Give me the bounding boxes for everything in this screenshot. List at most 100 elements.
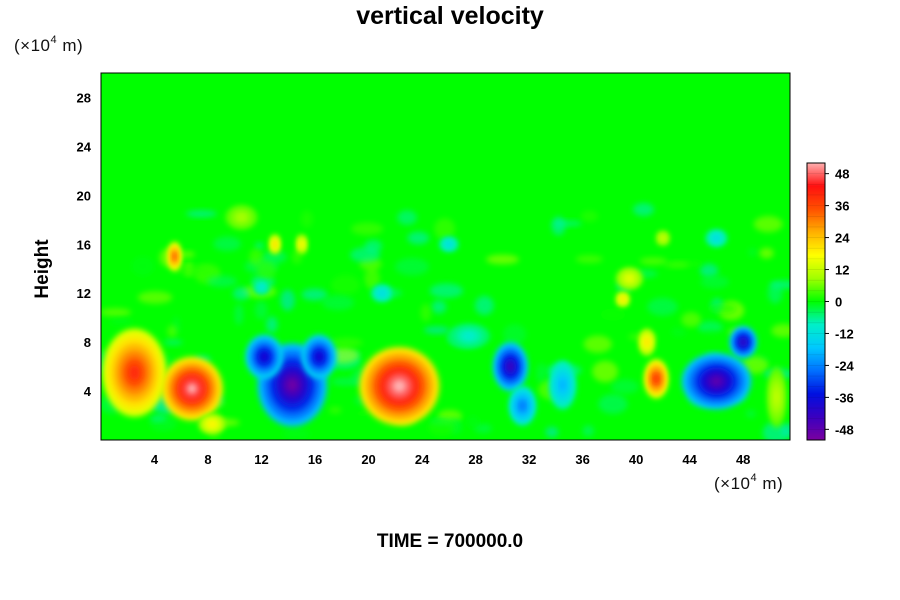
field-texture-blob	[664, 261, 689, 269]
velocity-cell	[301, 334, 337, 379]
velocity-cell	[167, 241, 182, 272]
field-texture-blob	[234, 303, 244, 326]
velocity-cell	[447, 323, 491, 349]
field-texture-blob	[759, 247, 774, 259]
field-texture-blob	[575, 255, 603, 264]
field-texture-blob	[266, 316, 278, 333]
x-tick-label: 4	[151, 452, 159, 467]
velocity-cell	[767, 366, 786, 428]
field-texture-blob	[503, 324, 527, 345]
field-texture-blob	[428, 418, 456, 436]
velocity-cell	[705, 229, 728, 247]
x-unit-suffix: m)	[757, 474, 784, 493]
field-texture-blob	[600, 308, 626, 321]
field-texture-blob	[420, 303, 432, 322]
velocity-cell	[253, 279, 270, 295]
contour-band	[238, 215, 245, 220]
colorbar-tick-label: -36	[835, 390, 854, 405]
contour-band	[274, 242, 276, 246]
field-texture-blob	[301, 288, 328, 301]
field-texture-blob	[745, 409, 756, 418]
velocity-cell	[729, 326, 757, 359]
colorbar-tick-label: 0	[835, 295, 842, 310]
time-label: TIME = 700000.0	[376, 531, 524, 552]
field-texture-blob	[350, 222, 384, 236]
field-texture-blob	[256, 260, 276, 281]
field-texture-blob	[499, 281, 511, 288]
x-unit-exponent: 4	[750, 472, 758, 484]
field-texture-blob	[397, 210, 417, 225]
field-texture-blob	[232, 287, 250, 300]
field-texture-blob	[767, 282, 783, 304]
field-texture-blob	[771, 323, 790, 338]
field-texture-blob	[249, 248, 263, 267]
velocity-cell	[269, 234, 281, 255]
field-texture-blob	[699, 263, 719, 278]
field-texture-blob	[175, 264, 211, 276]
x-tick-label: 16	[308, 452, 322, 467]
field-texture-blob	[185, 210, 217, 218]
field-texture-blob	[647, 297, 678, 316]
velocity-cell	[359, 347, 440, 426]
x-tick-label: 8	[204, 452, 211, 467]
colorbar-tick-label: -48	[835, 422, 854, 437]
field-texture-blob	[681, 312, 701, 328]
contour-band	[465, 333, 473, 339]
field-texture-blob	[697, 330, 726, 350]
field-texture-blob	[423, 326, 450, 334]
field-texture-blob	[364, 268, 380, 290]
colorbar-tick-label: 36	[835, 199, 849, 214]
velocity-cell	[198, 414, 226, 434]
field-texture-blob	[762, 421, 789, 440]
field-texture-blob	[355, 410, 371, 417]
field-texture-blob	[255, 300, 268, 320]
y-tick-label: 8	[84, 335, 91, 350]
velocity-cell	[371, 284, 393, 302]
field-texture-blob	[536, 363, 547, 384]
field-texture-blob	[149, 415, 167, 422]
contour-band	[392, 379, 407, 393]
x-tick-label: 32	[522, 452, 536, 467]
contour-band	[316, 353, 322, 361]
velocity-cell	[549, 360, 576, 410]
field-texture-blob	[582, 425, 594, 437]
contour-band	[654, 375, 659, 383]
field-texture-blob	[434, 218, 456, 240]
field-texture-blob	[545, 426, 559, 438]
field-texture-blob	[486, 254, 520, 265]
velocity-cell	[656, 230, 670, 246]
contour-band	[710, 376, 723, 386]
contour-band	[129, 365, 140, 381]
field-texture-blob	[137, 291, 173, 304]
x-tick-label: 40	[629, 452, 643, 467]
field-texture-blob	[328, 406, 342, 414]
y-tick-label: 28	[77, 90, 91, 105]
velocity-field	[101, 203, 790, 440]
x-tick-label: 20	[361, 452, 375, 467]
y-tick-label: 12	[77, 286, 91, 301]
contour-band	[627, 276, 632, 281]
contour-band	[300, 242, 303, 246]
x-axis-unit: (×104 m)	[714, 472, 783, 494]
colorbar-tick-label: 48	[835, 167, 849, 182]
contour-band	[507, 362, 514, 371]
colorbar-tick-label: -24	[835, 358, 855, 373]
x-tick-label: 24	[415, 452, 430, 467]
field-texture-blob	[330, 337, 363, 348]
y-unit-suffix: m)	[57, 36, 84, 55]
velocity-cell	[616, 291, 630, 307]
velocity-cell	[681, 353, 752, 410]
x-tick-label: 36	[575, 452, 589, 467]
field-texture-blob	[580, 210, 599, 222]
field-texture-blob	[741, 356, 769, 374]
contour-band	[560, 380, 565, 390]
colorbar: 48 36 24 12 0 -12 -24 -36 -48	[806, 162, 855, 441]
colorbar-tick-label: 24	[835, 231, 850, 246]
contour-band	[186, 383, 198, 394]
field-texture-blob	[753, 215, 783, 233]
heatmap-plot	[100, 72, 791, 441]
x-tick-label: 44	[682, 452, 697, 467]
field-texture-blob	[552, 220, 582, 227]
field-texture-blob	[206, 275, 238, 288]
